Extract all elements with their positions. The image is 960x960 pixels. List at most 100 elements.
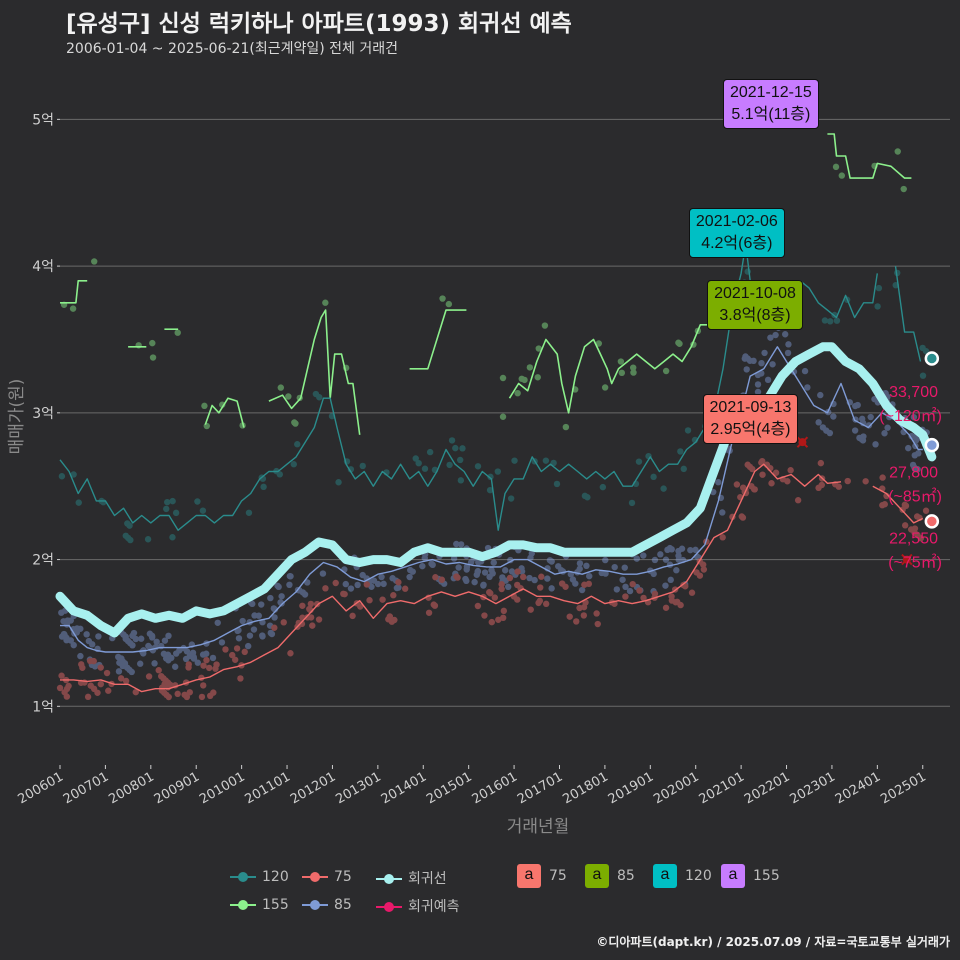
- transaction-point: [457, 541, 465, 548]
- transaction-point: [858, 436, 866, 443]
- transaction-point: [307, 600, 315, 608]
- transaction-point: [662, 582, 669, 589]
- transaction-point: [488, 618, 496, 626]
- x-tick-label: 200701: [61, 769, 111, 807]
- transaction-point: [174, 690, 181, 698]
- x-tick-label: 202501: [878, 769, 928, 807]
- annotation-date: 2021-02-06: [695, 212, 778, 230]
- x-tick-label: 201901: [606, 769, 656, 807]
- transaction-point: [583, 562, 590, 570]
- transaction-point: [911, 525, 919, 532]
- end-point-85: [924, 437, 940, 453]
- transaction-point: [672, 599, 679, 606]
- transaction-point: [388, 618, 396, 625]
- transaction-point: [486, 486, 494, 494]
- transaction-point: [521, 376, 528, 384]
- transaction-point: [278, 593, 285, 600]
- transaction-point: [299, 602, 306, 609]
- transaction-point: [389, 575, 396, 582]
- transaction-point: [335, 479, 342, 486]
- transaction-point: [640, 594, 647, 602]
- transaction-point: [527, 554, 534, 561]
- transaction-point: [475, 559, 482, 566]
- transaction-point: [602, 570, 609, 577]
- end-label-area: (~75㎡): [888, 554, 942, 572]
- legend-key-icon: [302, 872, 328, 882]
- transaction-point: [258, 601, 265, 608]
- transaction-point: [181, 691, 188, 698]
- transaction-point: [911, 464, 918, 471]
- transaction-point: [183, 648, 191, 655]
- transaction-point: [815, 484, 822, 492]
- x-tick-label: 201801: [560, 769, 610, 807]
- transaction-point: [70, 471, 77, 478]
- end-point-120: [924, 351, 940, 366]
- transaction-point: [86, 657, 94, 665]
- transaction-point: [267, 629, 274, 637]
- transaction-point: [619, 576, 626, 583]
- transaction-point: [585, 580, 593, 588]
- transaction-point: [473, 571, 480, 578]
- transaction-point: [124, 520, 131, 527]
- transaction-point: [905, 444, 912, 452]
- transaction-point: [576, 565, 583, 573]
- transaction-point: [146, 630, 154, 637]
- transaction-point: [699, 561, 707, 568]
- transaction-point: [650, 588, 657, 595]
- transaction-point: [630, 369, 637, 376]
- transaction-point: [546, 557, 554, 564]
- transaction-point: [164, 651, 172, 658]
- transaction-point: [555, 563, 562, 570]
- transaction-point: [668, 593, 675, 600]
- transaction-point: [569, 576, 577, 583]
- transaction-point: [172, 509, 180, 517]
- transaction-point: [675, 547, 682, 555]
- transaction-point: [379, 596, 386, 603]
- transaction-point: [63, 693, 71, 700]
- transaction-point: [764, 376, 772, 384]
- transaction-point: [550, 459, 557, 467]
- transaction-point: [462, 575, 469, 583]
- transaction-point: [95, 633, 102, 640]
- transaction-point: [73, 625, 81, 632]
- transaction-point: [594, 620, 601, 628]
- transaction-point: [395, 579, 402, 586]
- transaction-point: [662, 556, 670, 563]
- legend-box-label: 85: [617, 868, 635, 884]
- legend-box-item-75: a 75: [517, 864, 567, 888]
- transaction-point: [586, 572, 593, 580]
- transaction-point: [684, 427, 692, 434]
- transaction-point: [463, 577, 470, 585]
- transaction-point: [307, 614, 315, 621]
- transaction-point: [512, 571, 519, 578]
- transaction-point: [527, 606, 534, 613]
- legend-key-dot: [238, 900, 248, 910]
- transaction-point: [471, 578, 478, 586]
- transaction-point: [164, 679, 172, 686]
- transaction-point: [499, 574, 506, 581]
- transaction-point: [168, 654, 175, 662]
- x-tick-label: 202301: [787, 769, 837, 807]
- transaction-point: [749, 465, 756, 473]
- transaction-point: [744, 461, 751, 468]
- transaction-point: [741, 355, 749, 362]
- transaction-point: [162, 677, 169, 684]
- end-label-value: 22,550: [889, 531, 938, 548]
- transaction-point: [271, 624, 278, 631]
- transaction-point: [185, 661, 192, 668]
- annotation-price: 3.8억(8층): [719, 306, 791, 324]
- transaction-point: [474, 568, 481, 576]
- transaction-point: [165, 632, 172, 640]
- transaction-point: [487, 473, 494, 481]
- legend-label: 120: [262, 869, 289, 885]
- legend-box-swatch: a: [721, 864, 745, 888]
- transaction-point: [622, 593, 629, 600]
- transaction-point: [650, 473, 657, 481]
- transaction-point: [90, 657, 97, 665]
- transaction-point: [194, 659, 202, 666]
- transaction-point: [785, 341, 792, 348]
- transaction-point: [186, 652, 194, 660]
- transaction-point: [190, 655, 198, 662]
- transaction-point: [189, 649, 197, 657]
- transaction-point: [114, 653, 122, 661]
